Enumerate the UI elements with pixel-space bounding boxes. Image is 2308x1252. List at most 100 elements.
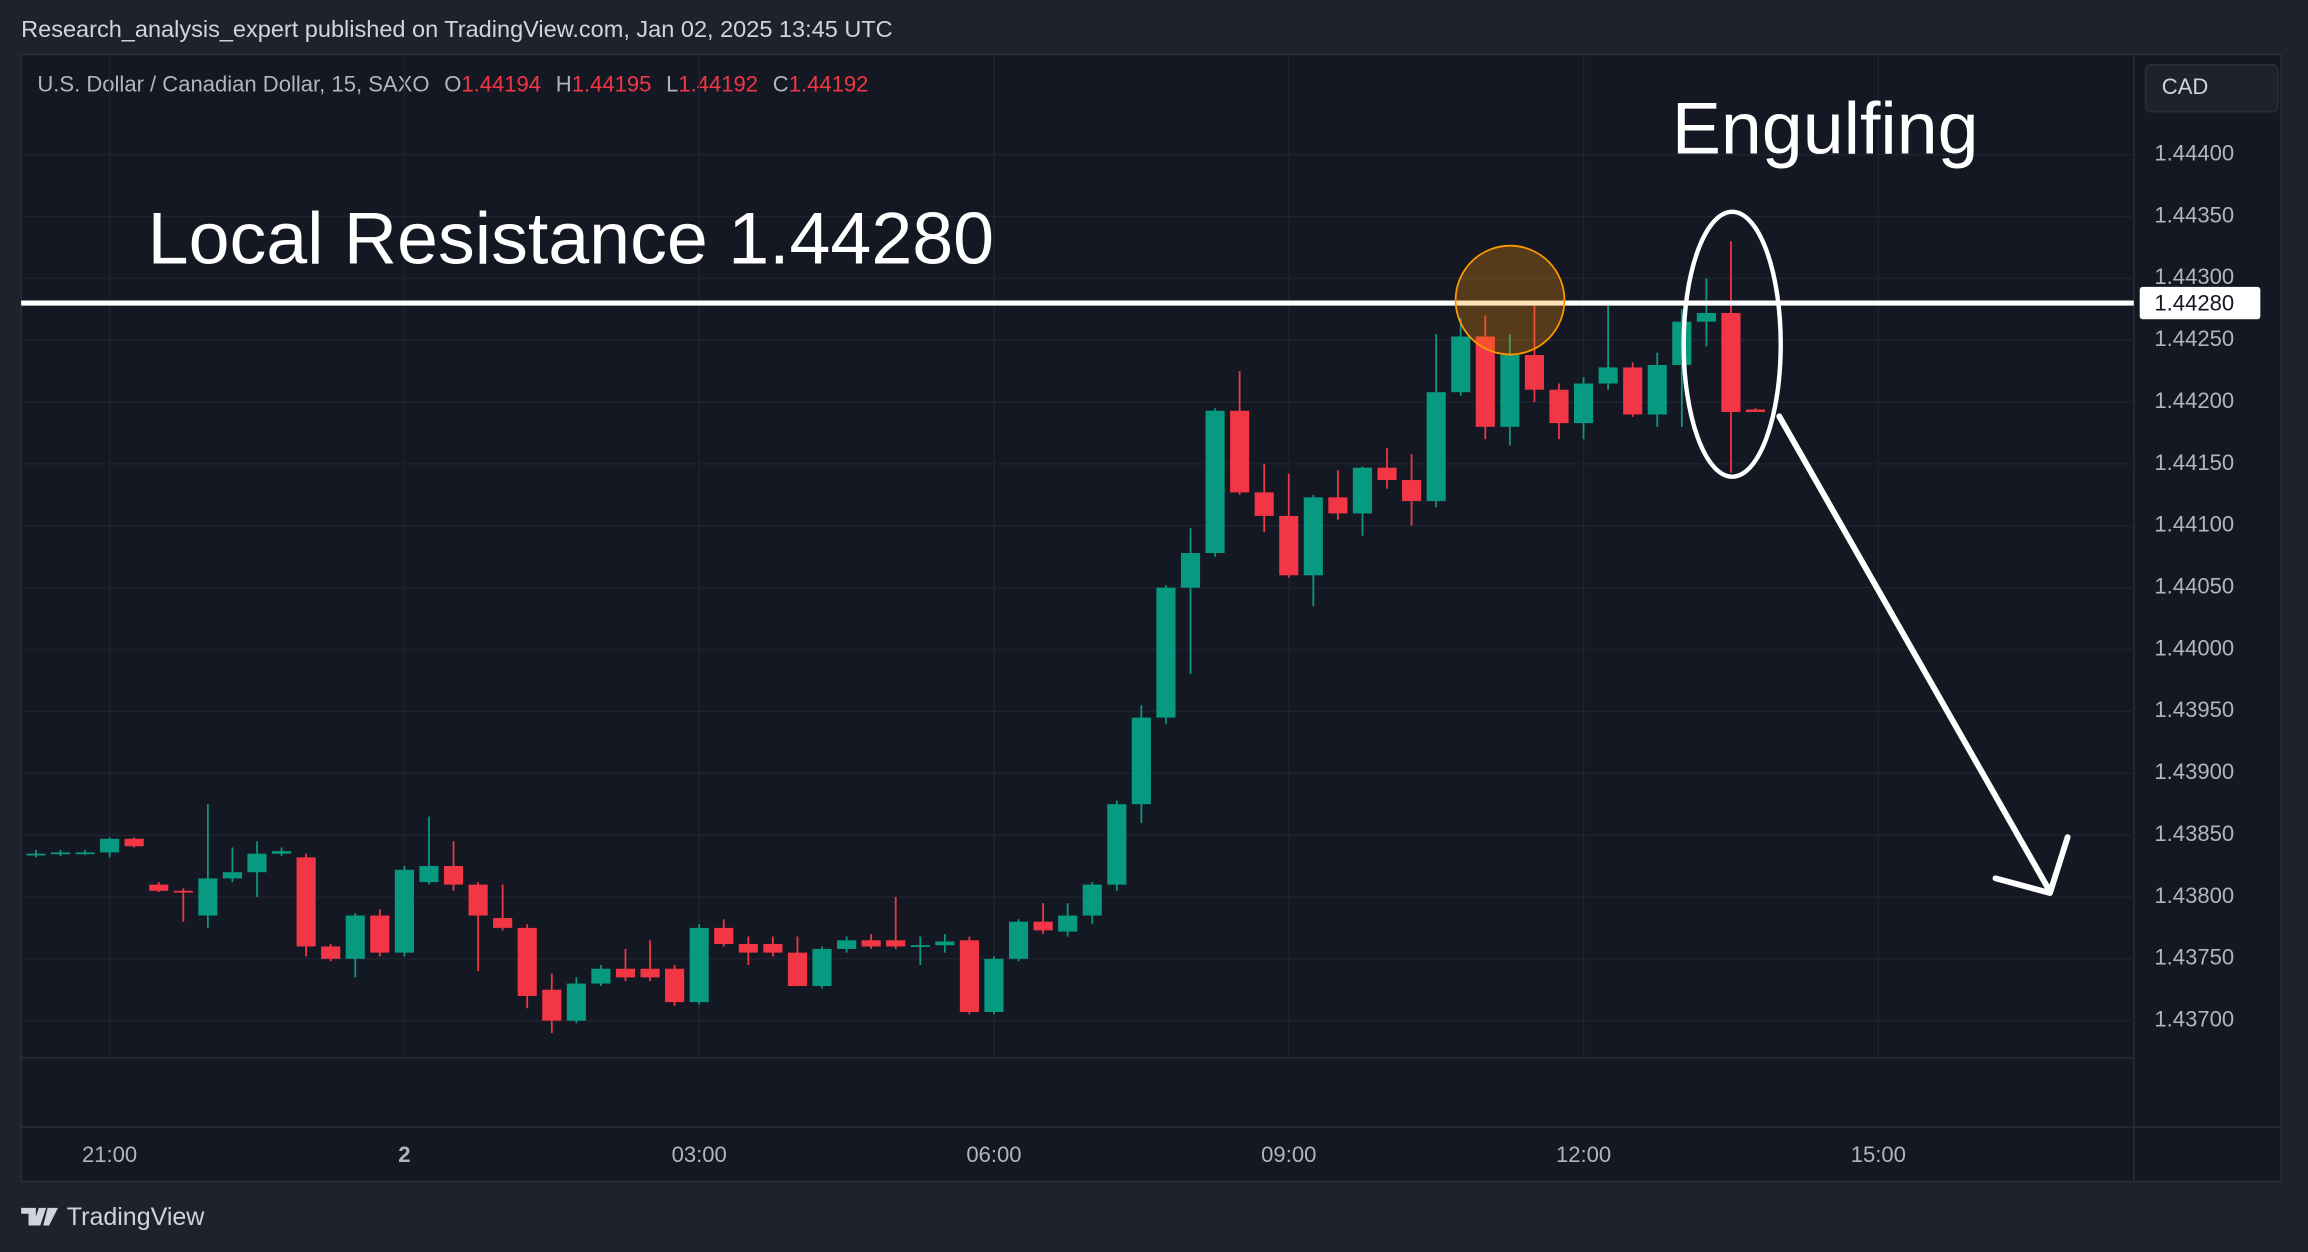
x-tick-label: 21:00 <box>82 1142 137 1167</box>
pattern-annotation: Engulfing <box>1672 86 1979 169</box>
candle-body <box>1500 355 1520 427</box>
y-tick-label: 1.44050 <box>2154 573 2234 598</box>
ohlc-label: O <box>444 71 461 96</box>
candle-body <box>419 866 439 883</box>
candle-body <box>493 917 513 928</box>
candle-body <box>1279 515 1299 576</box>
ohlc-label: L <box>666 71 678 96</box>
ohlc-label: H <box>556 71 572 96</box>
y-tick-label: 1.43950 <box>2154 697 2234 722</box>
candle-body <box>640 968 660 978</box>
candle-body <box>1058 915 1078 932</box>
candle-body <box>1402 480 1422 502</box>
candle-body <box>812 948 832 987</box>
x-tick-label: 03:00 <box>672 1142 727 1167</box>
y-tick-label: 1.44300 <box>2154 264 2234 289</box>
candle-body <box>1205 410 1225 554</box>
candle-body <box>394 869 414 953</box>
plot: 1.43700 1.43750 1.43800 1.43850 1.43900 1.439… <box>21 54 2261 1167</box>
chart-panel <box>20 53 2282 1183</box>
candle-body <box>1352 467 1373 514</box>
candle-body <box>1082 884 1102 916</box>
candle-body <box>1745 409 1766 412</box>
candle-body <box>959 940 979 1013</box>
candle-body <box>50 852 71 855</box>
x-tick-label: 06:00 <box>966 1142 1021 1167</box>
tv-logo <box>21 1207 58 1226</box>
x-tick-label: 15:00 <box>1851 1142 1906 1167</box>
brand: TradingView <box>67 1203 206 1231</box>
candle-body <box>665 968 685 1003</box>
candle-body <box>1598 367 1618 384</box>
y-tick-label: 1.44250 <box>2154 326 2234 351</box>
candle-body <box>149 884 169 891</box>
published-line: Research_analysis_expert published on Tr… <box>21 16 892 42</box>
candle-body <box>1451 336 1471 393</box>
candle-body <box>714 927 734 944</box>
candle-body <box>173 890 193 893</box>
candle-body <box>591 968 611 984</box>
candle-body <box>1156 587 1176 718</box>
candle-body <box>124 838 144 847</box>
candle-body <box>517 927 537 996</box>
candle-body <box>1549 389 1569 424</box>
candle-body <box>763 943 783 953</box>
candle-body <box>272 851 292 854</box>
candle-body <box>247 853 267 873</box>
y-tick-label: 1.44200 <box>2154 388 2234 413</box>
y-tick-label: 1.44350 <box>2154 202 2234 227</box>
y-tick-label: 1.43900 <box>2154 759 2234 784</box>
candle-body <box>984 958 1004 1013</box>
logo-mark <box>21 1207 58 1226</box>
candle-body <box>1524 355 1544 390</box>
candle-body <box>443 866 464 885</box>
candle-body <box>468 884 488 916</box>
x-tick-label: 09:00 <box>1261 1142 1316 1167</box>
candle-body <box>296 857 316 947</box>
candle-body <box>198 878 218 916</box>
candle-body <box>1377 467 1397 481</box>
candle-body <box>321 946 341 959</box>
ohlc-value: 1.44195 <box>572 71 652 96</box>
candle-body <box>1721 313 1741 412</box>
candle-body <box>1623 367 1643 415</box>
candle-body <box>935 941 955 946</box>
x-tick-label: 12:00 <box>1556 1142 1611 1167</box>
highlight-circle <box>1454 244 1566 356</box>
y-tick-label: 1.44400 <box>2154 140 2234 165</box>
candle-body <box>1303 497 1323 576</box>
candle-body <box>1230 410 1250 493</box>
candle-body <box>566 983 586 1021</box>
candle-body <box>787 952 808 987</box>
candle-body <box>345 915 365 959</box>
candle-body <box>370 915 390 953</box>
candle-body <box>1696 313 1716 322</box>
y-tick-label: 1.43800 <box>2154 883 2234 908</box>
currency[interactable]: CAD <box>2162 74 2209 99</box>
down-arrow <box>1776 413 2071 896</box>
engulfing-ellipse <box>1681 209 1783 479</box>
candle-body <box>861 940 881 947</box>
candle-body <box>1107 804 1127 885</box>
y-tick-label: 1.43700 <box>2154 1007 2234 1032</box>
candle-body <box>1008 921 1029 959</box>
candle-body <box>837 940 857 949</box>
symbol: U.S. Dollar / Canadian Dollar, 15, SAXO <box>37 71 429 96</box>
ohlc-value: 1.44192 <box>678 71 758 96</box>
currency-button[interactable] <box>2144 63 2279 113</box>
resistance-annotation: Local Resistance 1.44280 <box>148 197 994 280</box>
ohlc-label: C <box>773 71 789 96</box>
y-tick-label: 1.44000 <box>2154 635 2234 660</box>
candle-body <box>75 852 95 855</box>
candle-body <box>1254 492 1274 516</box>
candle-body <box>738 943 758 953</box>
ohlc-value: 1.44194 <box>461 71 541 96</box>
candle-body <box>1475 336 1495 427</box>
candle-body <box>1180 553 1201 588</box>
y-tick-label: 1.44100 <box>2154 512 2234 537</box>
y-tick-label: 1.43850 <box>2154 821 2234 846</box>
symbol-header: U.S. Dollar / Canadian Dollar, 15, SAXO O… <box>37 71 868 96</box>
x-tick-label: 2 <box>398 1142 410 1167</box>
